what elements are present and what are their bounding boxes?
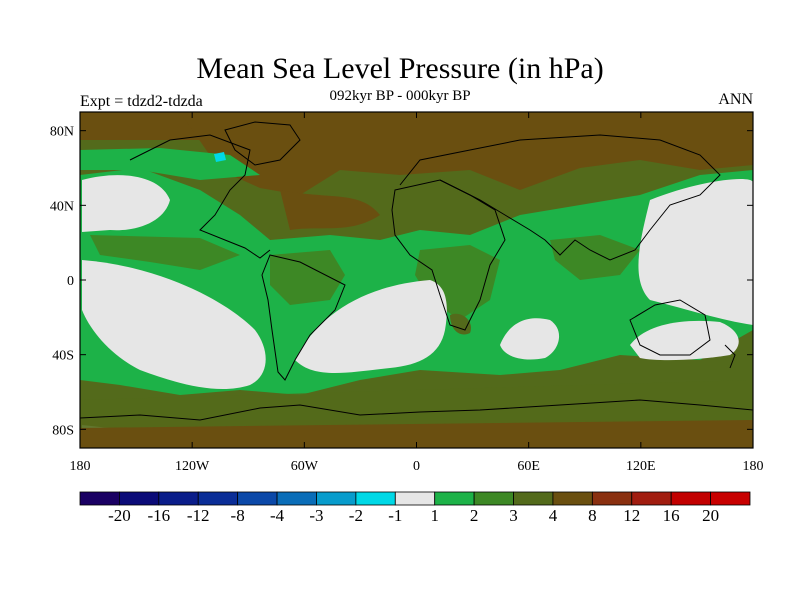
lon-tick-label: 180 — [70, 459, 91, 474]
coast-greenland — [224, 121, 301, 166]
colorbar-level-label: 4 — [549, 506, 558, 525]
colorbar-swatch — [513, 491, 554, 506]
field-gray-npac-west — [638, 179, 753, 325]
field-gray-npac-east — [82, 175, 170, 232]
field-gray-sind — [500, 318, 560, 360]
map-subtitle: 092kyr BP - 000kyr BP — [329, 88, 471, 104]
colorbar-level-label: 3 — [509, 506, 518, 525]
colorbar-swatch — [631, 491, 672, 506]
coast-north-america — [129, 134, 271, 259]
colorbar-level-label: 2 — [470, 506, 479, 525]
lat-tick-label: 40S — [52, 349, 74, 364]
colorbar-level-label: -20 — [108, 506, 131, 525]
colorbar-level-label: -12 — [187, 506, 210, 525]
coast-new-zealand — [724, 344, 736, 369]
map-title: Mean Sea Level Pressure (in hPa) — [196, 52, 604, 85]
colorbar-swatch — [197, 491, 239, 506]
field-midgreen-asia — [550, 235, 640, 280]
experiment-label: Expt = tdzd2-tdzda — [80, 93, 203, 110]
coastlines — [80, 121, 753, 421]
field-atlantic-brown — [280, 190, 380, 230]
lon-tick-label: 120E — [626, 459, 656, 474]
field-gray-tasman — [630, 320, 739, 361]
colorbar-swatch — [710, 491, 751, 506]
lon-tick-label: 180 — [743, 459, 764, 474]
colorbar-swatch — [158, 491, 199, 506]
lon-tick-label: 120W — [175, 459, 210, 474]
colorbar-swatch — [670, 491, 711, 506]
coast-africa — [391, 179, 506, 331]
colorbar-level-label: 8 — [588, 506, 597, 525]
field-cyan-patch — [214, 152, 226, 162]
colorbar-level-label: -4 — [270, 506, 285, 525]
lon-tick-label: 60W — [291, 459, 319, 474]
map-field — [80, 112, 753, 448]
field-gray-satl — [295, 280, 447, 373]
season-label: ANN — [718, 91, 753, 108]
coast-south-america — [261, 254, 346, 381]
lat-tick-label: 0 — [67, 274, 74, 289]
colorbar-swatch — [237, 491, 278, 506]
field-gray-spac — [82, 260, 266, 390]
colorbar-swatch — [316, 491, 357, 506]
colorbar-level-label: 16 — [663, 506, 680, 525]
colorbar-level-label: -2 — [349, 506, 363, 525]
colorbar: -20 -16 -12 -8 -4 -3 -2 -1 1 2 3 4 8 12 16 20 — [79, 491, 751, 525]
lat-tick-label: 40N — [50, 199, 74, 214]
colorbar-level-label: -16 — [147, 506, 170, 525]
lon-tick-label: 60E — [517, 459, 540, 474]
colorbar-level-label: -8 — [231, 506, 245, 525]
colorbar-swatch — [591, 491, 633, 506]
colorbar-swatch — [434, 491, 475, 506]
field-midgreen-eqpac — [90, 235, 240, 270]
field-north-brown — [180, 112, 753, 195]
colorbar-swatch — [119, 491, 160, 506]
colorbar-swatch — [552, 491, 593, 506]
colorbar-level-label: 1 — [430, 506, 439, 525]
lat-tick-label: 80S — [52, 423, 74, 438]
coast-australia — [629, 299, 711, 356]
colorbar-swatch — [394, 491, 436, 506]
field-midgreen-samerica — [270, 250, 345, 305]
coast-antarctica — [80, 399, 753, 421]
lat-tick-label: 80N — [50, 125, 74, 140]
colorbar-swatch — [473, 491, 514, 506]
latitude-axis: 80N 40N 0 40S 80S — [50, 125, 753, 438]
longitude-axis: 180 120W 60W 0 60E 120E 180 — [70, 112, 764, 474]
colorbar-level-label: -3 — [309, 506, 323, 525]
colorbar-level-label: 20 — [702, 506, 719, 525]
colorbar-swatch — [79, 491, 120, 506]
coast-eurasia — [399, 134, 721, 261]
colorbar-level-label: -1 — [388, 506, 402, 525]
field-south-brown — [80, 420, 753, 448]
colorbar-swatch — [276, 491, 317, 506]
lon-tick-label: 0 — [413, 459, 420, 474]
colorbar-swatch — [355, 491, 396, 506]
colorbar-level-label: 12 — [623, 506, 640, 525]
